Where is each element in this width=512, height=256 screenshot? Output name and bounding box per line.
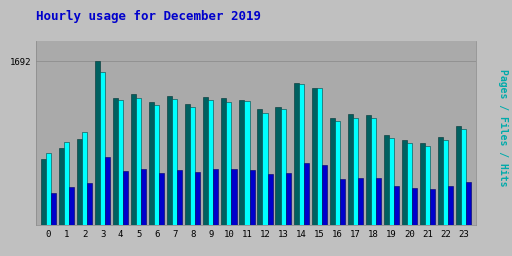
Bar — [281, 109, 286, 225]
Bar — [376, 178, 381, 225]
Bar — [275, 108, 281, 225]
Bar — [430, 189, 435, 225]
Bar — [304, 163, 309, 225]
Bar — [208, 100, 214, 225]
Bar — [268, 174, 272, 225]
Bar — [77, 139, 82, 225]
Text: Hourly usage for December 2019: Hourly usage for December 2019 — [36, 10, 261, 23]
Bar — [389, 138, 394, 225]
Bar — [82, 132, 87, 225]
Bar — [394, 186, 399, 225]
Bar — [136, 98, 141, 225]
Bar — [149, 102, 154, 225]
Bar — [100, 72, 105, 225]
Bar — [118, 100, 123, 225]
Bar — [348, 114, 353, 225]
Bar — [298, 84, 304, 225]
Bar — [46, 153, 51, 225]
Bar — [461, 129, 466, 225]
Bar — [69, 187, 74, 225]
Bar — [249, 170, 254, 225]
Bar — [258, 109, 263, 225]
Bar — [286, 173, 291, 225]
Bar — [407, 143, 412, 225]
Bar — [167, 96, 172, 225]
Bar — [322, 165, 327, 225]
Bar — [443, 140, 448, 225]
Bar — [226, 102, 231, 225]
Bar — [221, 98, 226, 225]
Bar — [172, 99, 177, 225]
Bar — [177, 170, 182, 225]
Bar — [420, 143, 425, 225]
Bar — [113, 98, 118, 225]
Bar — [335, 121, 340, 225]
Bar — [456, 126, 461, 225]
Bar — [64, 142, 69, 225]
Bar — [154, 105, 159, 225]
Bar — [263, 113, 268, 225]
Bar — [466, 182, 471, 225]
Text: Pages / Files / Hits: Pages / Files / Hits — [498, 69, 508, 187]
Bar — [214, 169, 219, 225]
Bar — [87, 183, 92, 225]
Bar — [141, 169, 146, 225]
Bar — [131, 94, 136, 225]
Bar — [412, 188, 417, 225]
Bar — [240, 100, 244, 225]
Bar — [244, 101, 249, 225]
Bar — [159, 173, 164, 225]
Bar — [312, 88, 316, 225]
Bar — [384, 135, 389, 225]
Bar — [196, 172, 200, 225]
Bar — [51, 193, 56, 225]
Bar — [438, 137, 443, 225]
Bar — [353, 118, 358, 225]
Bar — [340, 179, 345, 225]
Bar — [425, 146, 430, 225]
Bar — [293, 83, 298, 225]
Bar — [231, 169, 237, 225]
Bar — [185, 103, 190, 225]
Bar — [190, 107, 196, 225]
Bar — [59, 148, 64, 225]
Bar — [358, 178, 363, 225]
Bar — [330, 118, 335, 225]
Bar — [366, 115, 371, 225]
Bar — [448, 186, 453, 225]
Bar — [402, 140, 407, 225]
Bar — [105, 157, 110, 225]
Bar — [371, 118, 376, 225]
Bar — [41, 159, 46, 225]
Bar — [95, 61, 100, 225]
Bar — [316, 89, 322, 225]
Bar — [123, 171, 128, 225]
Bar — [203, 97, 208, 225]
